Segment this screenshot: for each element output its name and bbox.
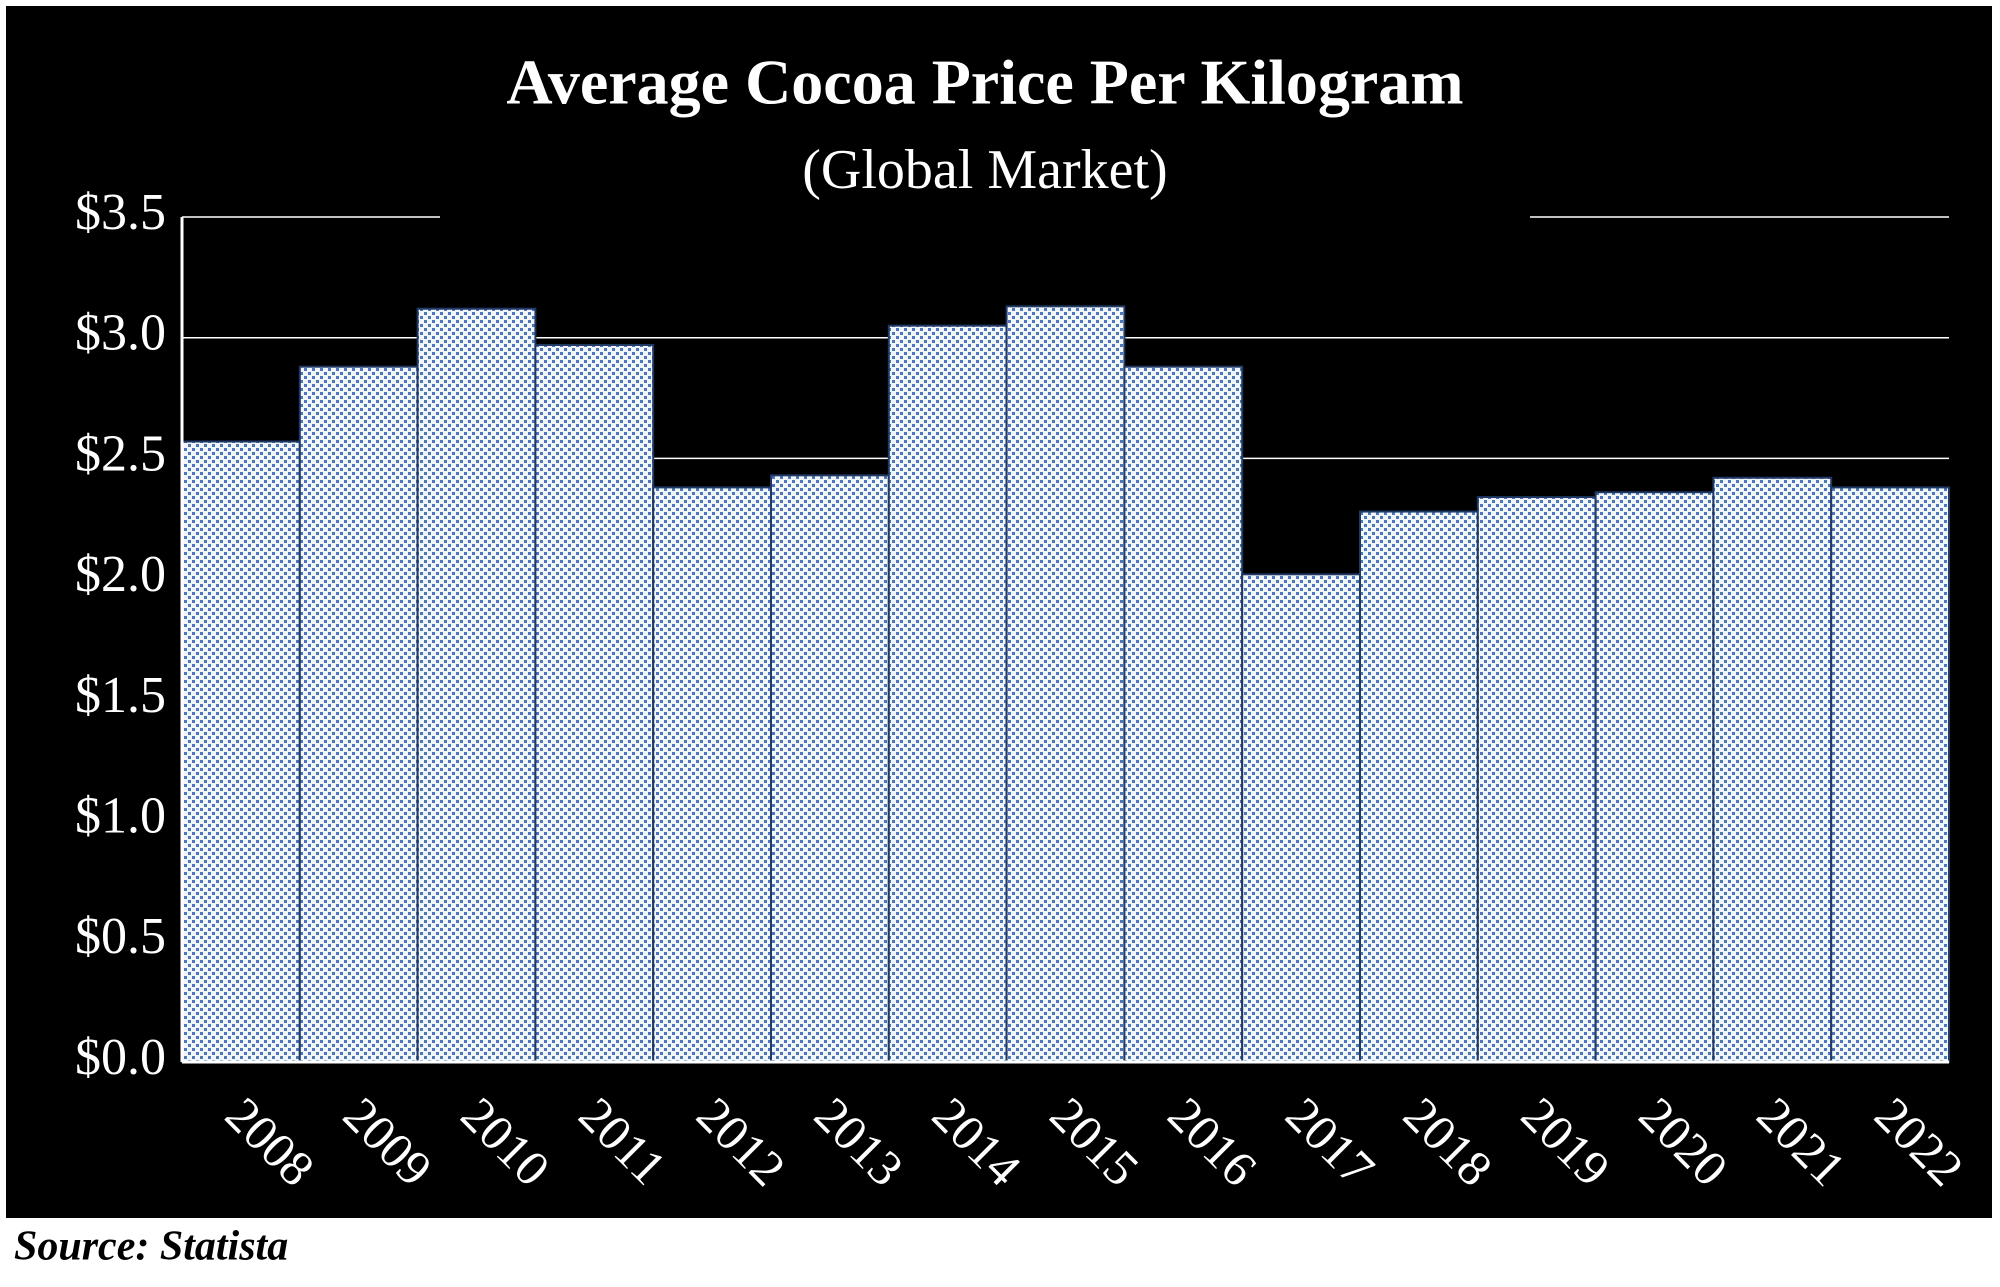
y-tick-label: $0.0 xyxy=(75,1029,166,1086)
bar xyxy=(1241,573,1361,1063)
bar xyxy=(1123,365,1244,1063)
y-tick-label: $2.5 xyxy=(75,425,166,482)
y-tick-label: $2.0 xyxy=(75,546,166,603)
bar xyxy=(416,307,537,1063)
chart-title: Average Cocoa Price Per Kilogram xyxy=(506,47,1463,118)
chart-subtitle: (Global Market) xyxy=(802,139,1167,201)
bar xyxy=(887,324,1008,1063)
bar xyxy=(770,474,890,1064)
source-note: Source: Statista xyxy=(14,1224,288,1270)
bar xyxy=(534,343,655,1063)
y-tick-label: $3.5 xyxy=(75,184,166,241)
bar xyxy=(652,486,773,1063)
bar xyxy=(1712,476,1833,1063)
bar xyxy=(181,440,301,1063)
bar xyxy=(298,365,419,1063)
title-backdrop xyxy=(440,40,1530,240)
bar xyxy=(1594,491,1715,1063)
y-tick-label: $1.5 xyxy=(75,667,166,724)
y-tick-label: $0.5 xyxy=(75,908,166,965)
y-tick-label: $3.0 xyxy=(75,305,166,362)
bar xyxy=(1005,305,1126,1064)
y-tick-label: $1.0 xyxy=(75,788,166,845)
bar xyxy=(1476,496,1597,1063)
bar xyxy=(1359,510,1479,1063)
bar xyxy=(1830,486,1950,1063)
